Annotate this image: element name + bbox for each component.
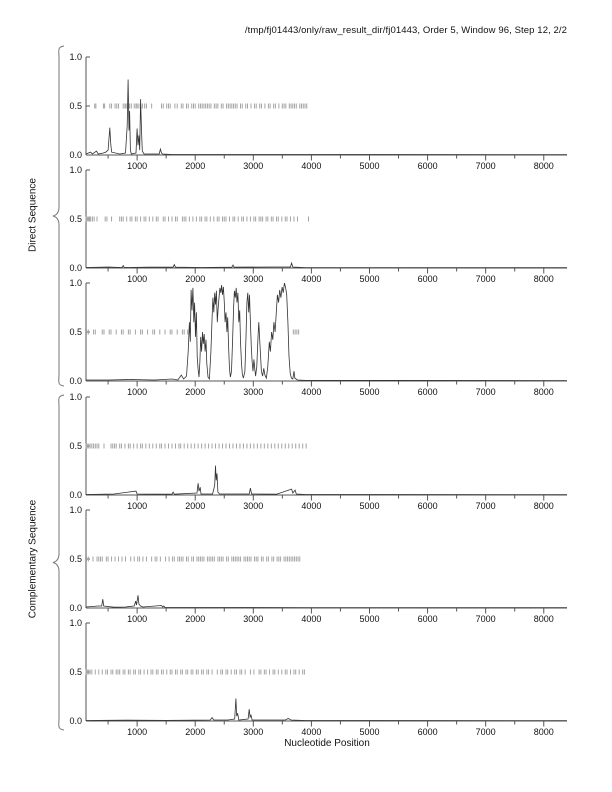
- coding-probability-curve: [85, 261, 568, 269]
- x-tick-label: 7000: [476, 161, 496, 171]
- codon-marks: [94, 103, 308, 109]
- x-tick-label: 8000: [534, 501, 554, 511]
- y-tick-label: 0.5: [69, 441, 82, 451]
- x-tick-label: 1000: [127, 274, 147, 284]
- x-tick-label: 1000: [127, 501, 147, 511]
- x-tick-label: 6000: [418, 727, 438, 737]
- x-tick-label: 5000: [359, 501, 379, 511]
- x-tick-label: 5000: [359, 614, 379, 624]
- x-tick-label: 8000: [534, 387, 554, 397]
- y-tick-label: 0.0: [69, 263, 82, 273]
- x-tick-label: 4000: [301, 614, 321, 624]
- x-tick-label: 8000: [534, 161, 554, 171]
- x-tick-label: 5000: [359, 387, 379, 397]
- x-tick-label: 6000: [418, 387, 438, 397]
- x-tick-label: 3000: [243, 501, 263, 511]
- x-tick-label: 3000: [243, 727, 263, 737]
- x-tick-label: 1000: [127, 161, 147, 171]
- x-tick-label: 6000: [418, 274, 438, 284]
- x-tick-label: 2000: [185, 161, 205, 171]
- y-tick-label: 0.0: [69, 716, 82, 726]
- x-tick-label: 2000: [185, 727, 205, 737]
- y-tick-label: 0.5: [69, 554, 82, 564]
- panel-direct-frame-3: 0.0 0.5 1.0 1000 2000 3000 4000 5000 6000 7000 800…: [69, 278, 568, 397]
- y-tick-label: 0.5: [69, 327, 82, 337]
- y-tick-label: 1.0: [69, 52, 82, 62]
- coding-probability-curve: [85, 698, 568, 722]
- x-tick-label: 2000: [185, 387, 205, 397]
- x-tick-label: 7000: [476, 274, 496, 284]
- y-tick-label: 0.5: [69, 214, 82, 224]
- coding-probability-curve: [85, 595, 568, 609]
- direct-group-brace: [52, 45, 65, 387]
- page-title: /tmp/fj01443/only/raw_result_dir/fj01443…: [244, 25, 568, 36]
- y-tick-label: 0.5: [69, 667, 82, 677]
- y-tick-label: 0.5: [69, 101, 82, 111]
- x-tick-label: 4000: [301, 274, 321, 284]
- panel-complementary-frame-3: 0.0 0.5 1.0 1000 2000 3000 4000 5000 6000 7000 800…: [69, 618, 568, 737]
- y-tick-label: 1.0: [69, 165, 82, 175]
- x-tick-label: 3000: [243, 161, 263, 171]
- x-tick-label: 2000: [185, 501, 205, 511]
- x-tick-label: 5000: [359, 274, 379, 284]
- coding-probability-curve: [85, 465, 568, 496]
- x-tick-label: 6000: [418, 614, 438, 624]
- x-tick-label: 1000: [127, 727, 147, 737]
- x-tick-label: 6000: [418, 161, 438, 171]
- x-tick-label: 4000: [301, 727, 321, 737]
- panel-direct-frame-2: 0.0 0.5 1.0 1000 2000 3000 4000 5000 6000 7000 800…: [69, 165, 568, 284]
- x-tick-label: 3000: [243, 274, 263, 284]
- y-tick-label: 1.0: [69, 392, 82, 402]
- codon-marks: [85, 443, 307, 449]
- x-tick-label: 2000: [185, 614, 205, 624]
- coding-probability-curve: [85, 79, 568, 156]
- x-tick-label: 7000: [476, 387, 496, 397]
- y-tick-label: 0.0: [69, 490, 82, 500]
- x-tick-label: 1000: [127, 387, 147, 397]
- complementary-group-brace: [52, 394, 65, 731]
- panel-direct-frame-1: 0.0 0.5 1.0 1000 2000 3000 4000 5000 6000 7000 800…: [69, 52, 568, 171]
- x-tick-label: 4000: [301, 161, 321, 171]
- x-tick-label: 3000: [243, 387, 263, 397]
- coding-probability-curve: [86, 282, 568, 381]
- x-tick-label: 1000: [127, 614, 147, 624]
- x-tick-label: 8000: [534, 727, 554, 737]
- codon-marks: [86, 556, 301, 562]
- y-tick-label: 1.0: [69, 618, 82, 628]
- x-tick-label: 3000: [243, 614, 263, 624]
- x-tick-label: 4000: [301, 501, 321, 511]
- x-tick-label: 2000: [185, 274, 205, 284]
- codon-marks: [85, 216, 309, 222]
- x-tick-label: 8000: [534, 274, 554, 284]
- x-tick-label: 5000: [359, 161, 379, 171]
- x-tick-label: 7000: [476, 501, 496, 511]
- y-tick-label: 0.0: [69, 376, 82, 386]
- x-axis-title: Nucleotide Position: [284, 738, 370, 749]
- y-tick-label: 0.0: [69, 150, 82, 160]
- codon-marks: [86, 329, 300, 335]
- panel-complementary-frame-2: 0.0 0.5 1.0 1000 2000 3000 4000 5000 6000 7000 800…: [69, 505, 568, 624]
- y-tick-label: 1.0: [69, 505, 82, 515]
- codon-marks: [85, 669, 305, 675]
- panel-complementary-frame-1: 0.0 0.5 1.0 1000 2000 3000 4000 5000 6000 7000 800…: [69, 392, 568, 511]
- x-tick-label: 7000: [476, 727, 496, 737]
- y-tick-label: 0.0: [69, 603, 82, 613]
- x-tick-label: 4000: [301, 387, 321, 397]
- x-tick-label: 5000: [359, 727, 379, 737]
- x-tick-label: 6000: [418, 501, 438, 511]
- x-tick-label: 8000: [534, 614, 554, 624]
- x-tick-label: 7000: [476, 614, 496, 624]
- y-tick-label: 1.0: [69, 278, 82, 288]
